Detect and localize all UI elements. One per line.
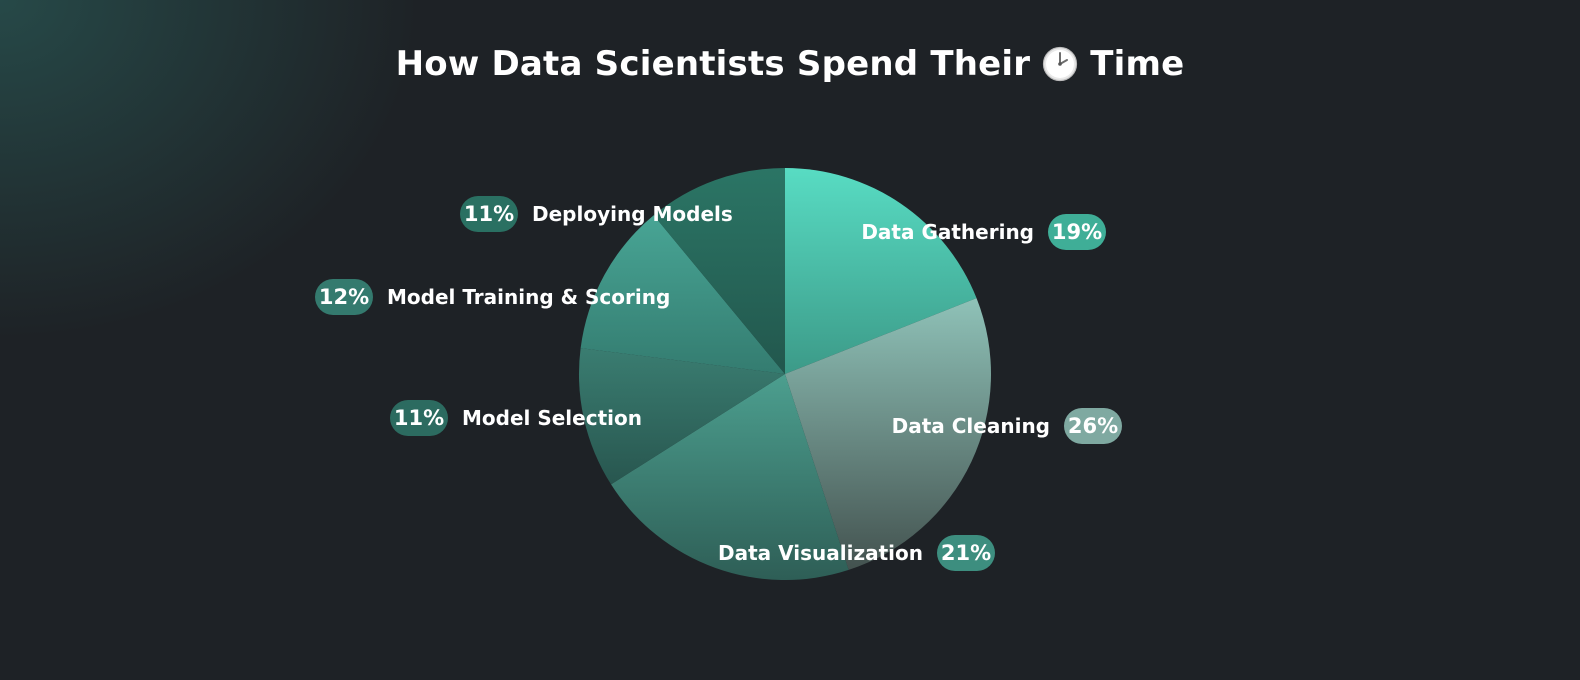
slice-label-data-gathering: 19% Data Gathering bbox=[861, 214, 1106, 250]
percentage-pill bbox=[937, 535, 995, 571]
category-label: Model Selection bbox=[462, 406, 642, 430]
slice-label-data-cleaning: 26% Data Cleaning bbox=[892, 408, 1122, 444]
percentage-pill bbox=[460, 196, 518, 232]
percentage-value: 11% bbox=[464, 202, 514, 226]
slice-label-model-training-and-scoring: 12% Model Training & Scoring bbox=[315, 279, 670, 315]
pie-slice-model-selection bbox=[579, 348, 785, 485]
percentage-value: 26% bbox=[1068, 414, 1118, 438]
category-label: Data Visualization bbox=[718, 541, 923, 565]
pie-slice-data-cleaning bbox=[785, 298, 991, 570]
pie-slice-data-gathering bbox=[785, 168, 977, 374]
pie-labels: 19% Data Gathering 26% Data Cleaning 21% Data… bbox=[315, 196, 1122, 571]
percentage-pill bbox=[390, 400, 448, 436]
clock-icon bbox=[1043, 46, 1078, 82]
title-text-before: How Data Scientists Spend Their bbox=[395, 44, 1031, 84]
chart-title: How Data Scientists Spend Their Time bbox=[0, 44, 1580, 84]
slice-label-model-selection: 11% Model Selection bbox=[390, 400, 642, 436]
slice-label-data-visualization: 21% Data Visualization bbox=[718, 535, 995, 571]
percentage-value: 12% bbox=[319, 285, 369, 309]
percentage-value: 11% bbox=[394, 406, 444, 430]
pie-slice-data-visualization bbox=[611, 374, 849, 581]
percentage-pill bbox=[1048, 214, 1106, 250]
category-label: Model Training & Scoring bbox=[387, 285, 670, 309]
pie-slice-model-training-and-scoring bbox=[580, 215, 785, 374]
percentage-pill bbox=[315, 279, 373, 315]
pie-slice-deploying-models bbox=[653, 168, 785, 374]
category-label: Data Cleaning bbox=[892, 414, 1050, 438]
title-text-after: Time bbox=[1090, 44, 1185, 84]
category-label: Deploying Models bbox=[532, 202, 733, 226]
pie-slices bbox=[579, 168, 991, 581]
percentage-value: 19% bbox=[1052, 220, 1102, 244]
percentage-pill bbox=[1064, 408, 1122, 444]
category-label: Data Gathering bbox=[861, 220, 1034, 244]
percentage-value: 21% bbox=[941, 541, 991, 565]
slice-label-deploying-models: 11% Deploying Models bbox=[460, 196, 733, 232]
